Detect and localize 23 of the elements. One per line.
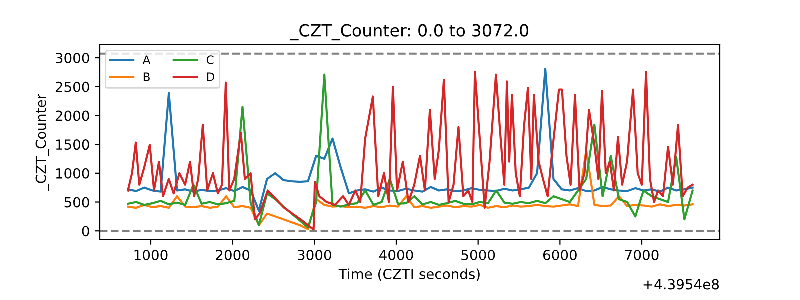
x-tick-label: 3000	[298, 250, 332, 260]
x-tick-label: 4000	[380, 250, 414, 260]
x-tick-label: 7000	[625, 250, 659, 260]
y-axis-title: _CZT_Counter	[36, 94, 50, 192]
x-tick-label: 6000	[543, 250, 577, 260]
y-tick-label: 2000	[56, 110, 90, 122]
y-tick-label: 3000	[56, 53, 90, 64]
y-tick-label: 500	[64, 197, 90, 208]
text: +4.3954e8	[644, 279, 720, 290]
line-series	[127, 149, 694, 230]
chart-title: _CZT_Counter: 0.0 to 3072.0	[290, 24, 529, 41]
legend-label: A	[142, 56, 151, 64]
y-tick-label: 2500	[56, 82, 90, 92]
y-tick-label: 0	[82, 226, 90, 237]
x-tick-label: 5000	[462, 250, 496, 260]
x-axis-title: Time (CZTI seconds)	[338, 268, 480, 282]
legend-label: C	[206, 56, 214, 64]
x-tick-label: 2000	[216, 250, 250, 260]
x-tick-label: 1000	[134, 250, 168, 260]
y-tick-label: 1500	[56, 140, 90, 150]
legend-label: D	[207, 72, 215, 82]
y-tick-label: 1000	[56, 168, 90, 179]
legend-label: B	[144, 72, 150, 82]
